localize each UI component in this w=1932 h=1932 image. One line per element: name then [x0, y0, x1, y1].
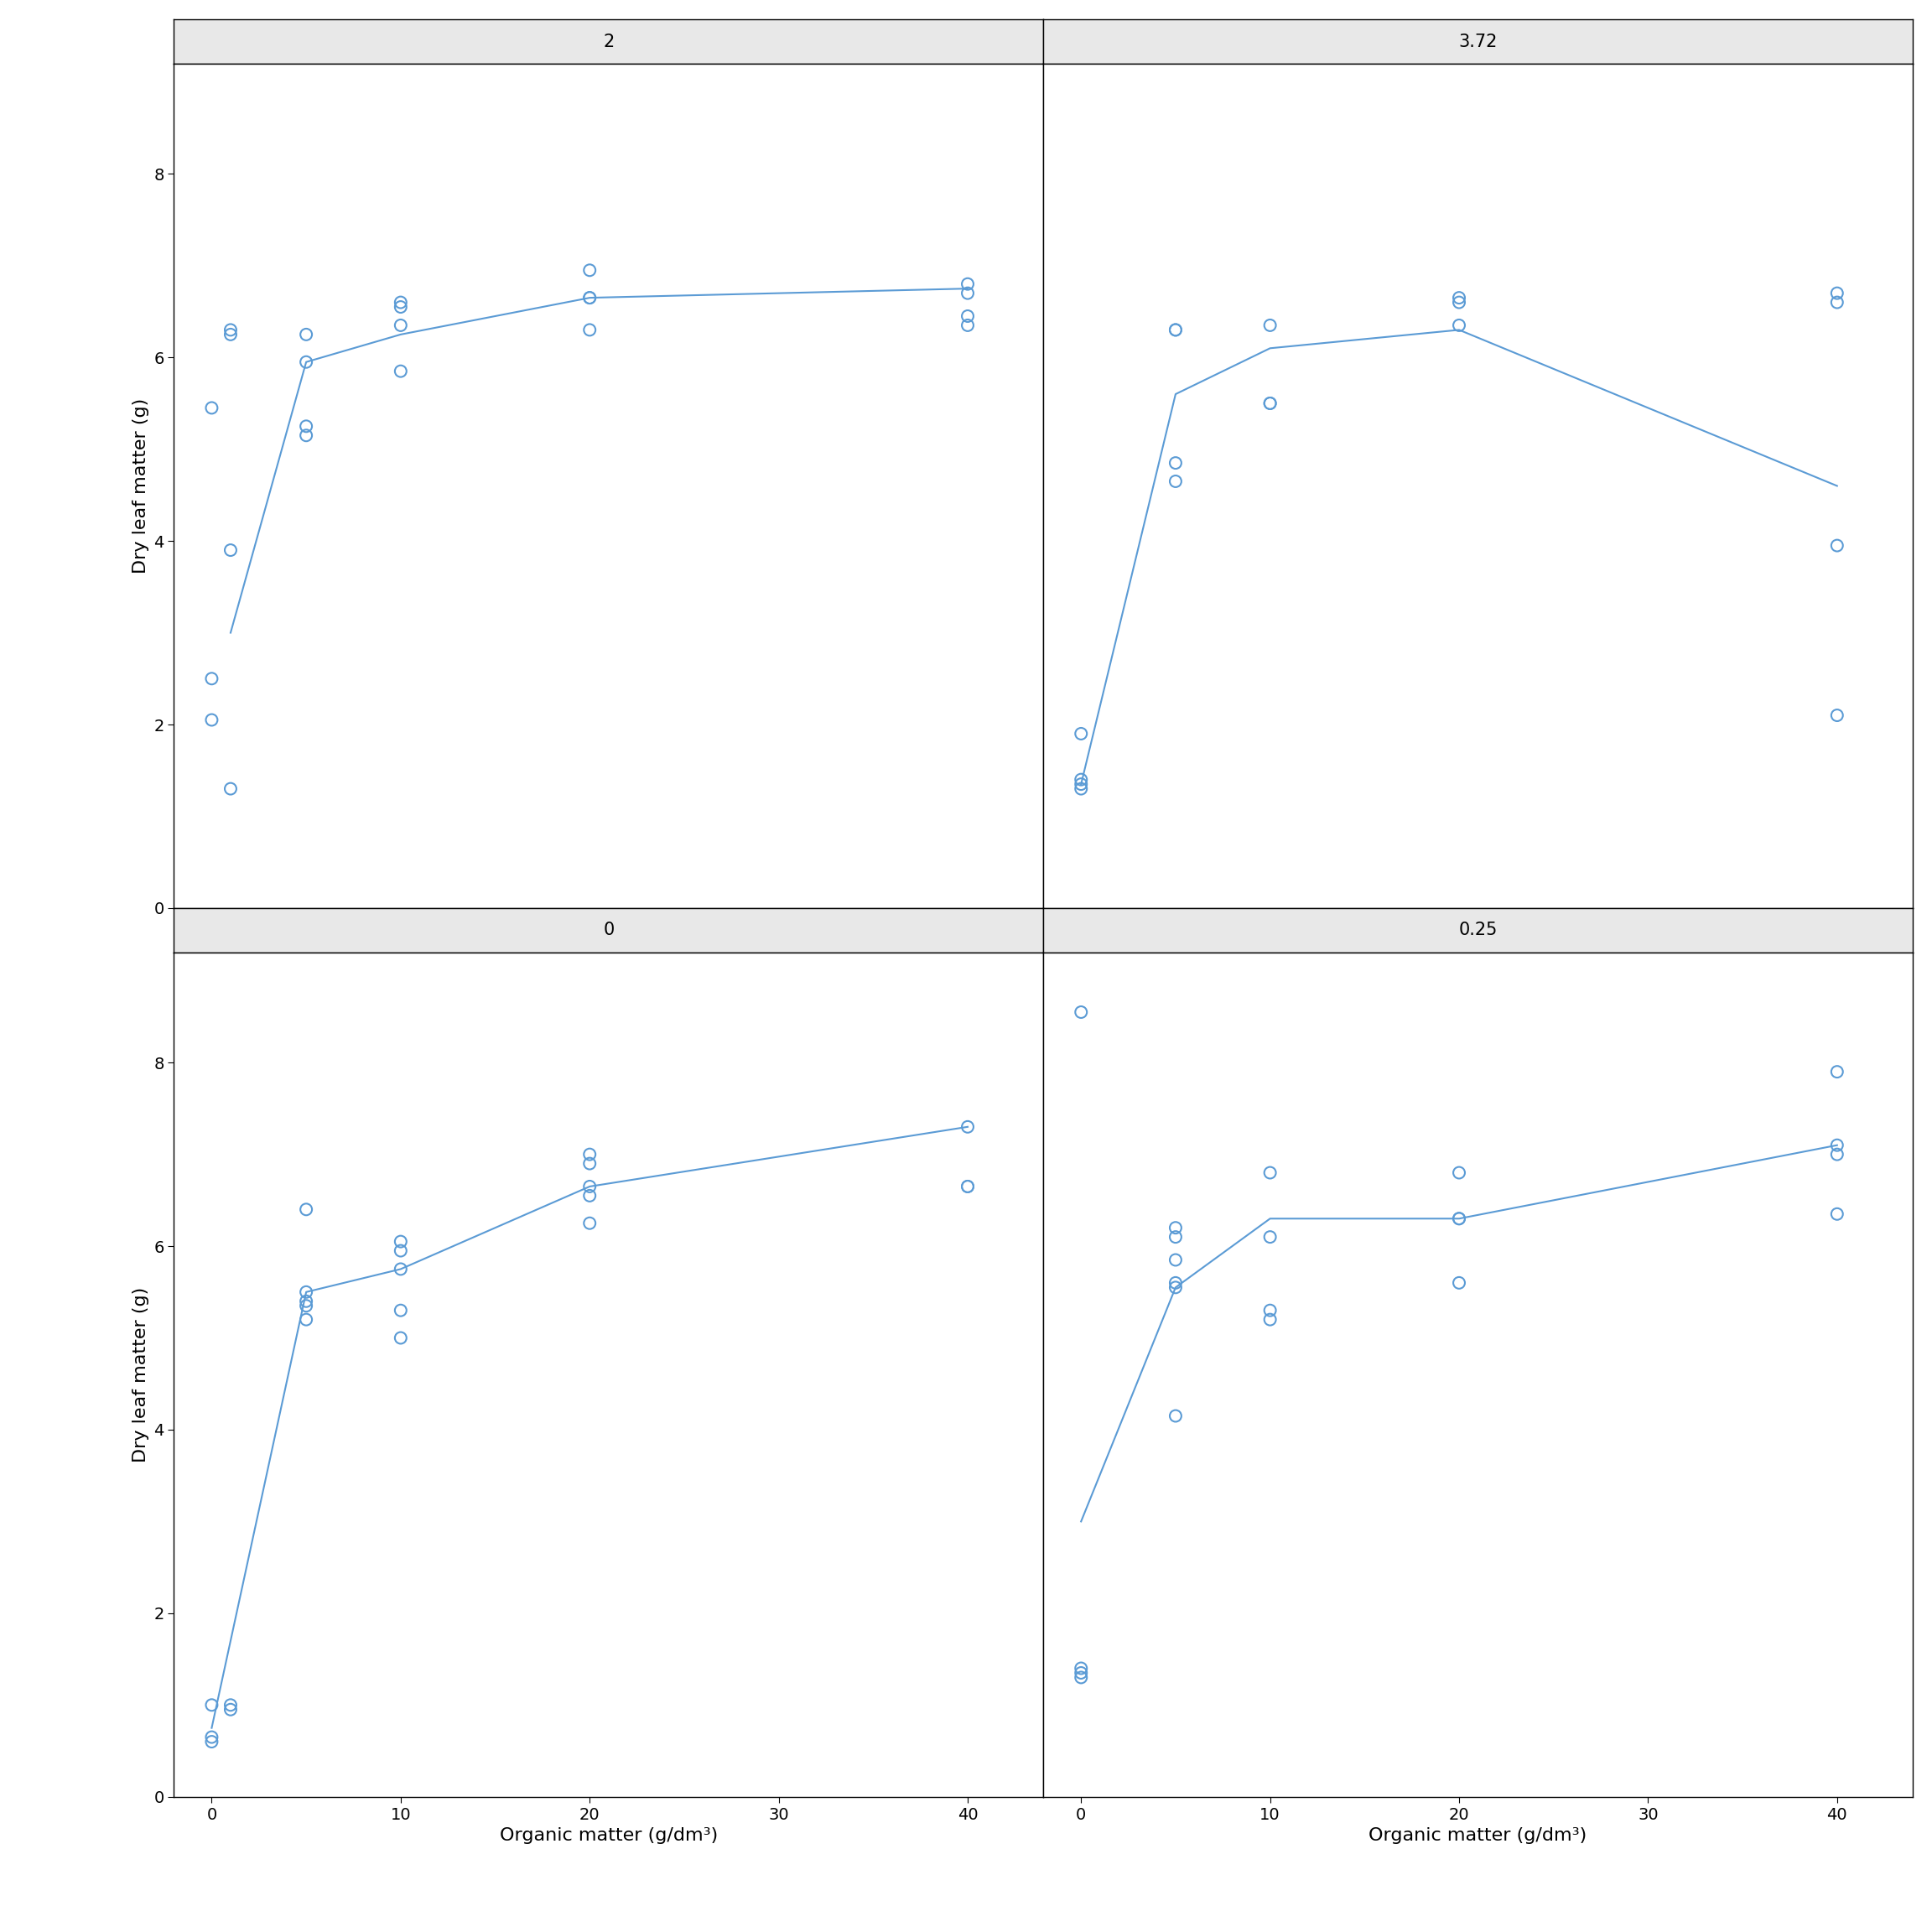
Point	[290, 412, 321, 442]
Point	[1254, 309, 1285, 340]
Point	[384, 1235, 415, 1265]
Point	[1066, 1652, 1097, 1683]
Point	[1254, 388, 1285, 419]
Point	[384, 1321, 415, 1352]
Point	[1443, 309, 1474, 340]
Point	[1254, 1304, 1285, 1335]
Point	[290, 1291, 321, 1321]
Point	[1066, 769, 1097, 800]
Point	[384, 309, 415, 340]
Point	[290, 1304, 321, 1335]
Point	[197, 663, 228, 694]
Point	[574, 1208, 605, 1238]
Point	[1443, 1267, 1474, 1298]
Point	[952, 1171, 983, 1202]
Point	[574, 1180, 605, 1211]
Text: 0: 0	[603, 922, 614, 939]
Point	[384, 355, 415, 386]
Text: 3.72: 3.72	[1459, 33, 1497, 50]
Point	[214, 535, 245, 566]
Point	[1066, 773, 1097, 804]
Point	[1159, 1213, 1190, 1244]
Point	[1822, 1198, 1853, 1229]
Point	[574, 255, 605, 286]
Point	[197, 1721, 228, 1752]
Point	[197, 1689, 228, 1719]
Point	[952, 1111, 983, 1142]
Point	[574, 315, 605, 346]
Point	[290, 319, 321, 350]
Point	[1443, 1204, 1474, 1235]
Point	[384, 1294, 415, 1325]
Point	[574, 282, 605, 313]
Point	[214, 315, 245, 346]
Point	[1443, 1157, 1474, 1188]
Point	[1066, 1658, 1097, 1689]
X-axis label: Organic matter (g/dm³): Organic matter (g/dm³)	[1370, 1828, 1586, 1843]
Point	[1159, 315, 1190, 346]
Point	[197, 705, 228, 736]
Point	[214, 319, 245, 350]
Point	[574, 282, 605, 313]
Point	[1443, 282, 1474, 313]
Point	[574, 1138, 605, 1169]
Point	[1159, 1244, 1190, 1275]
Point	[197, 392, 228, 423]
Point	[1822, 1057, 1853, 1088]
Point	[1066, 765, 1097, 796]
Point	[1066, 1662, 1097, 1692]
Point	[1822, 288, 1853, 319]
Point	[952, 301, 983, 332]
Point	[1254, 1157, 1285, 1188]
Point	[1822, 1130, 1853, 1161]
Point	[290, 1287, 321, 1318]
Point	[1159, 466, 1190, 497]
Point	[1254, 1294, 1285, 1325]
Point	[1443, 288, 1474, 319]
Point	[574, 1171, 605, 1202]
Point	[214, 773, 245, 804]
Point	[1159, 1271, 1190, 1302]
Point	[1159, 1221, 1190, 1252]
Y-axis label: Dry leaf matter (g): Dry leaf matter (g)	[131, 1287, 149, 1463]
Point	[1822, 699, 1853, 730]
Point	[1443, 1204, 1474, 1235]
Point	[1066, 719, 1097, 750]
Point	[384, 1254, 415, 1285]
Point	[384, 1227, 415, 1258]
Point	[1822, 1138, 1853, 1169]
Text: 2: 2	[603, 33, 614, 50]
Text: 0.25: 0.25	[1459, 922, 1497, 939]
X-axis label: Organic matter (g/dm³): Organic matter (g/dm³)	[500, 1828, 717, 1843]
Point	[1159, 1267, 1190, 1298]
Point	[290, 419, 321, 450]
Point	[197, 1727, 228, 1758]
Point	[952, 309, 983, 340]
Point	[952, 269, 983, 299]
Point	[1822, 278, 1853, 309]
Point	[952, 1171, 983, 1202]
Point	[1254, 388, 1285, 419]
Point	[1159, 448, 1190, 479]
Point	[214, 1694, 245, 1725]
Point	[1159, 1401, 1190, 1432]
Point	[1822, 529, 1853, 560]
Point	[214, 1689, 245, 1719]
Point	[1066, 997, 1097, 1028]
Point	[290, 1194, 321, 1225]
Point	[384, 288, 415, 319]
Y-axis label: Dry leaf matter (g): Dry leaf matter (g)	[131, 398, 149, 574]
Point	[952, 278, 983, 309]
Point	[1159, 315, 1190, 346]
Point	[290, 346, 321, 377]
Point	[1254, 1221, 1285, 1252]
Point	[290, 1277, 321, 1308]
Point	[574, 1148, 605, 1179]
Point	[384, 292, 415, 323]
